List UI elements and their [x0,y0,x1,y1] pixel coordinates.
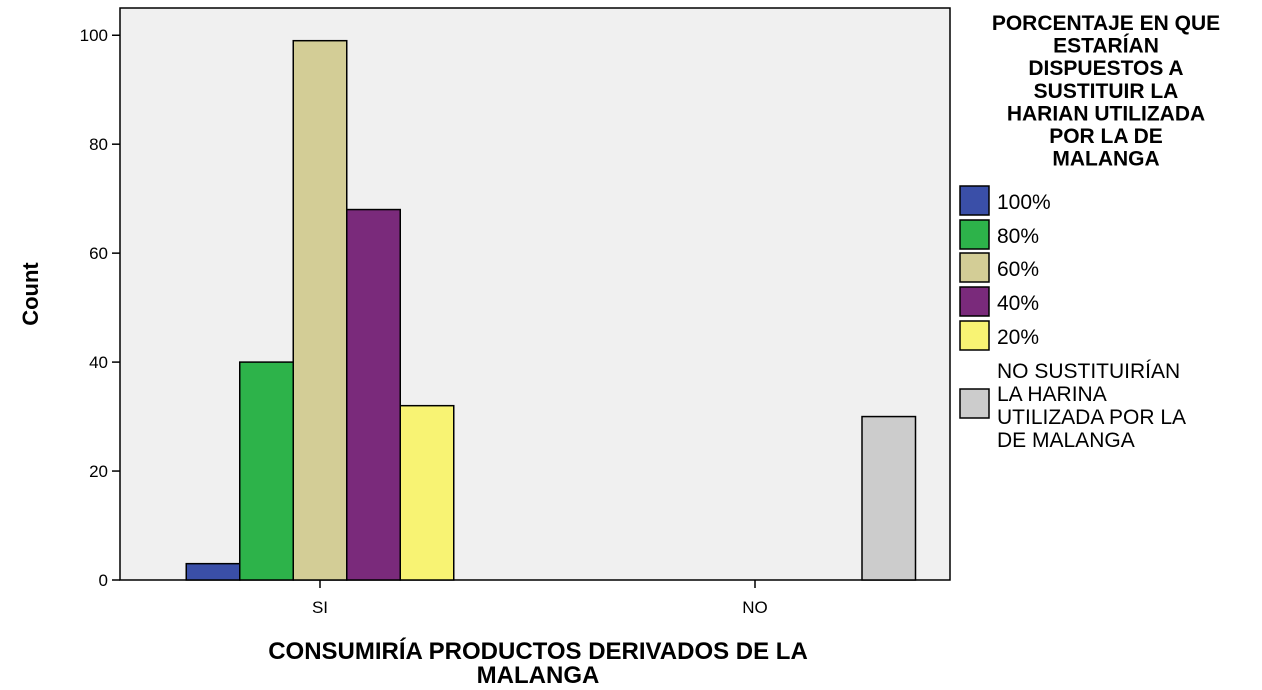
legend-swatch [959,185,990,216]
legend-label: 100% [997,191,1051,214]
y-axis-title: Count [18,262,43,326]
legend-swatch [959,219,990,250]
bar-no-5 [861,415,917,581]
legend-label: NO SUSTITUIRÍAN LA HARINA UTILIZADA POR LA… [997,360,1186,452]
bar-si-0 [185,562,241,581]
legend-swatch [959,320,990,351]
x-axis: SI NO [312,580,768,617]
y-tick-label: 20 [89,462,108,481]
legend-swatch [959,286,990,317]
legend-label: 80% [997,225,1039,248]
bar-si-2 [292,39,348,581]
legend-title: PORCENTAJE EN QUE ESTARÍAN DISPUESTOS A SUS… [992,12,1220,171]
y-tick-label: 60 [89,244,108,263]
legend-swatch [959,388,990,419]
legend-label: 40% [997,292,1039,315]
y-tick-label: 40 [89,353,108,372]
legend-label: 20% [997,326,1039,349]
y-axis: 0 20 40 60 80 100 [80,26,120,590]
bar-si-4 [399,404,455,581]
bar-si-1 [239,361,294,581]
x-tick-label: NO [742,598,768,617]
y-tick-label: 80 [89,135,108,154]
legend-swatch [959,252,990,283]
y-tick-label: 100 [80,26,108,45]
y-tick-label: 0 [99,571,108,590]
legend-items: 100% 80% 60% 40% 20% NO SUSTITUIRÍAN LA HARINA… [959,185,1186,452]
legend-label: 60% [997,258,1039,281]
legend: PORCENTAJE EN QUE ESTARÍAN DISPUESTOS A SUS… [959,12,1220,452]
bars [185,39,917,581]
x-axis-title: CONSUMIRÍA PRODUCTOS DERIVADOS DE LA MALA… [268,637,808,689]
bar-si-3 [346,208,401,581]
x-tick-label: SI [312,598,328,617]
